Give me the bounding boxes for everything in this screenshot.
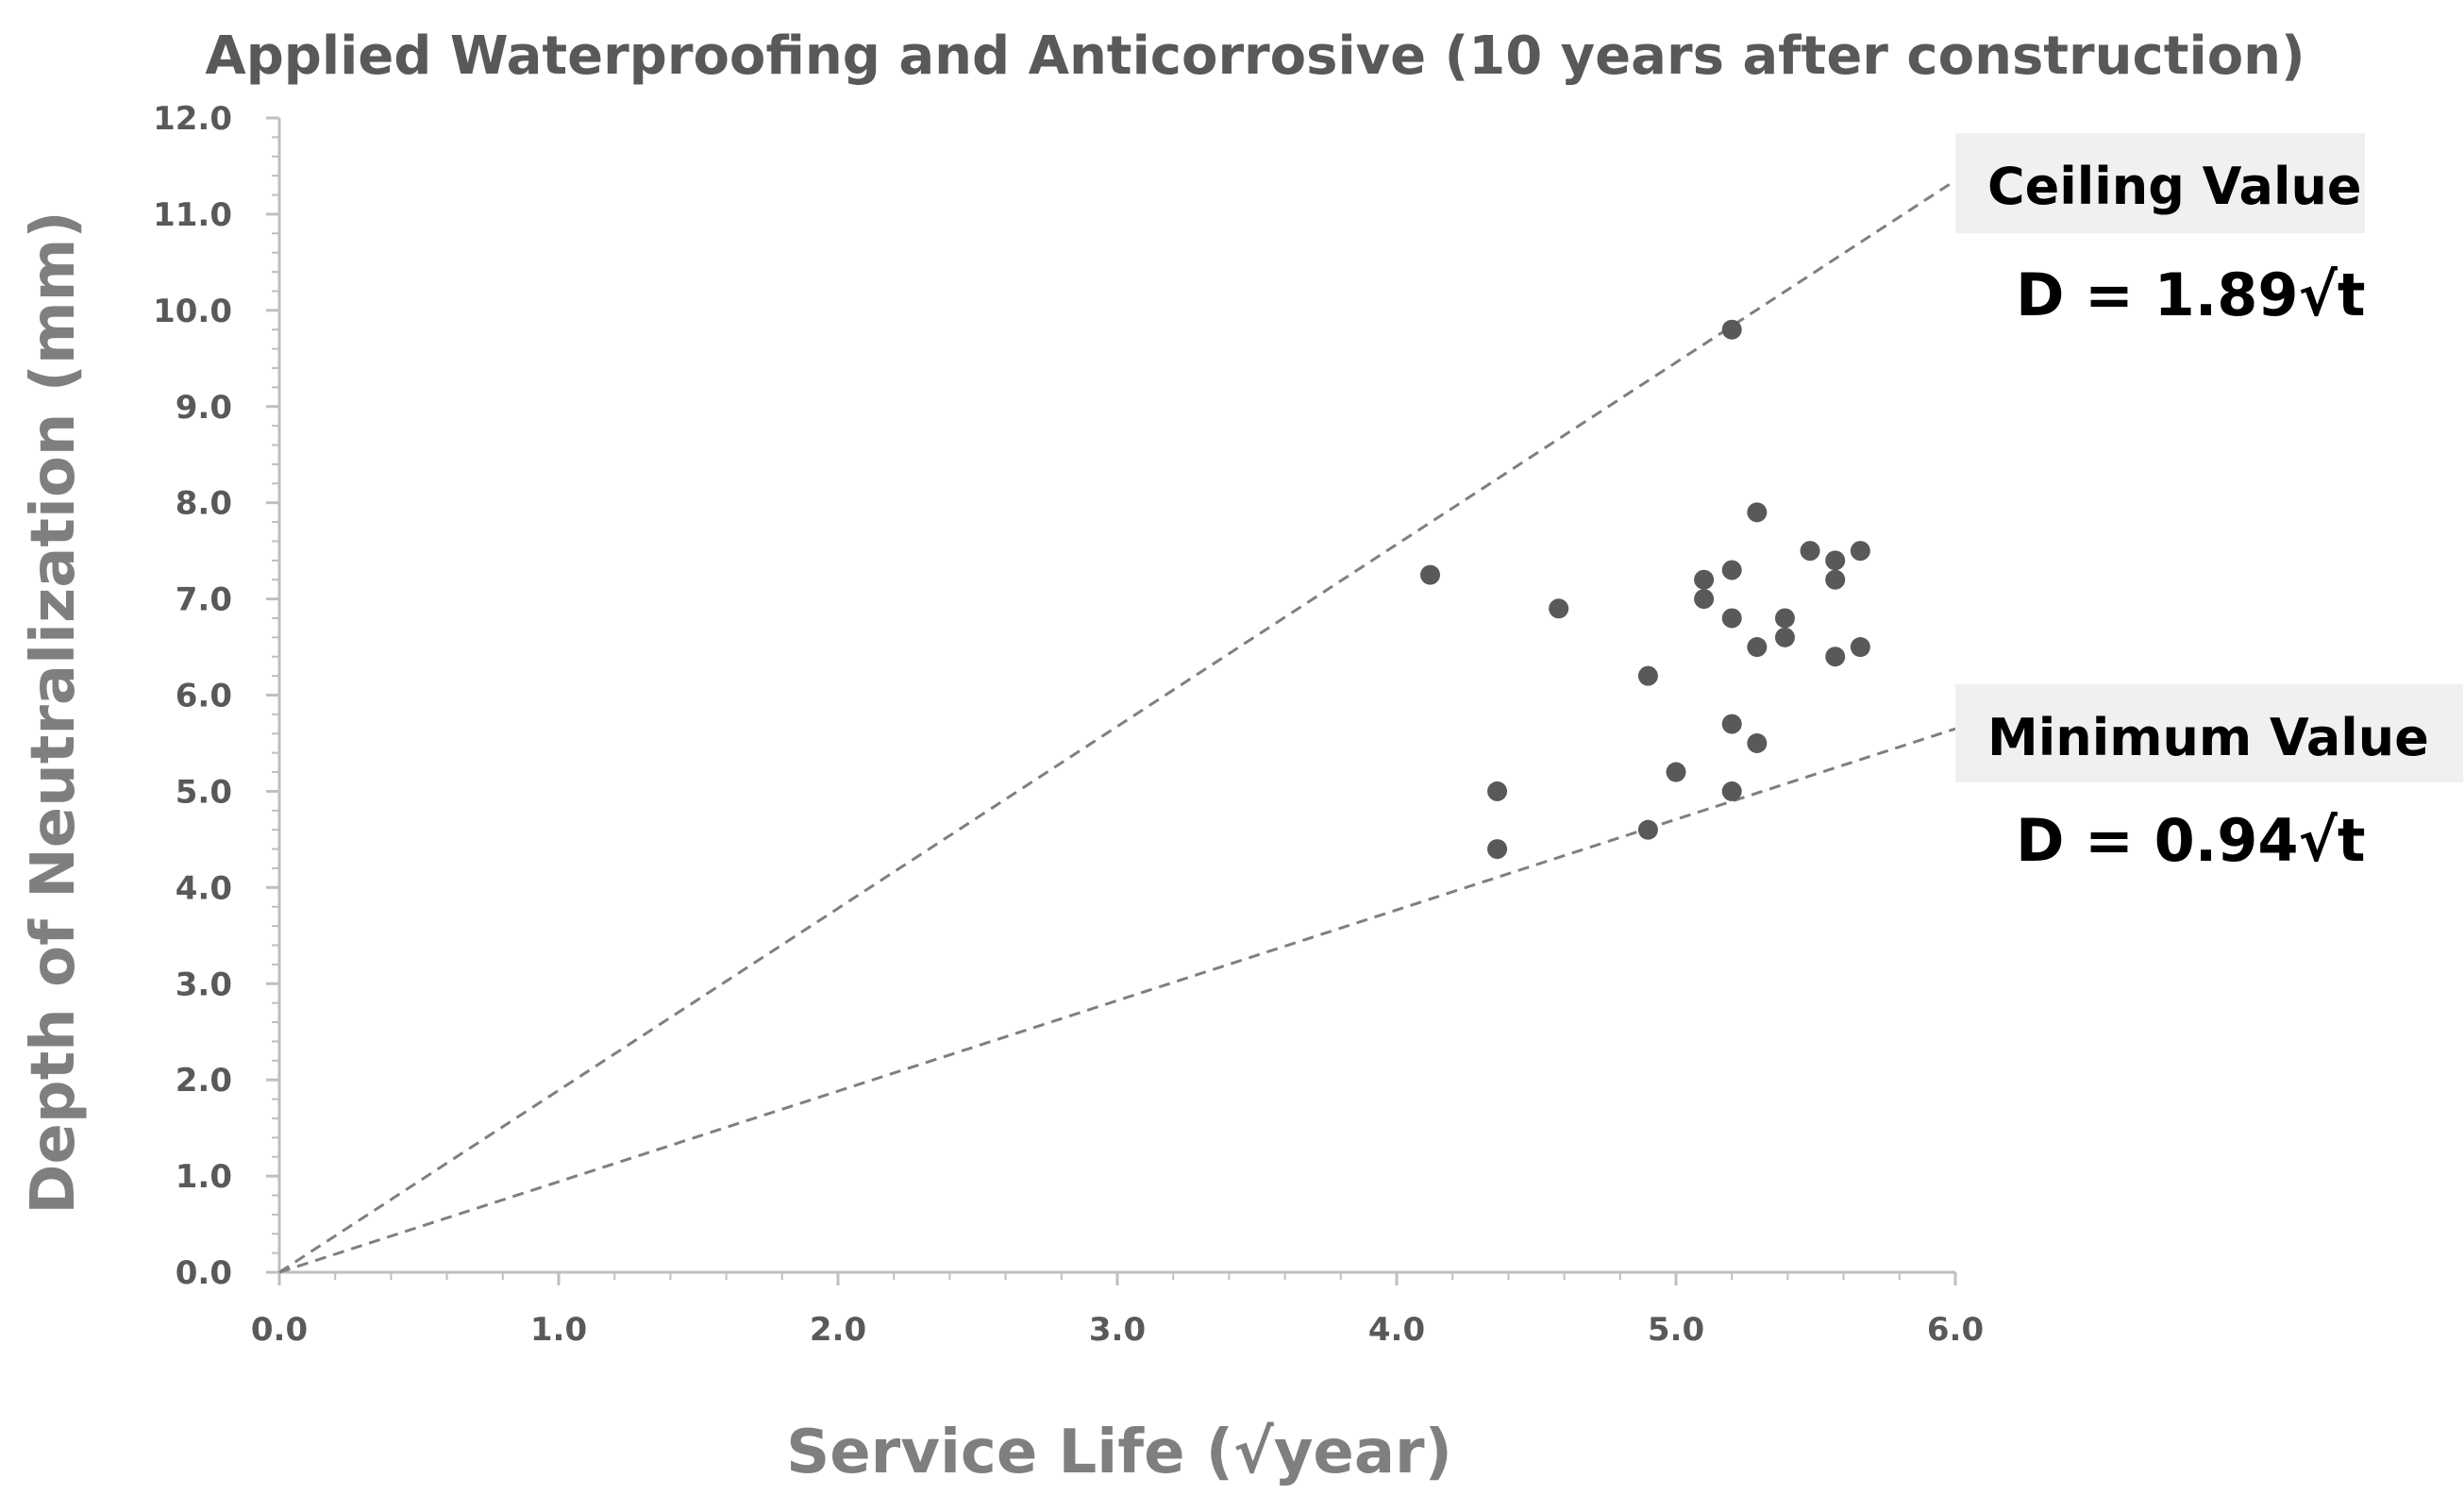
y-tick-label: 0.0 [176,1254,232,1292]
data-point [1721,319,1742,340]
y-tick-label: 11.0 [153,196,232,234]
data-point [1850,637,1870,658]
minimum-line [278,727,1956,1274]
ceiling-equation: D = 1.89√t [2016,260,2366,329]
data-points [1420,319,1870,860]
data-point [1825,569,1846,590]
x-tick-label: 5.0 [1648,1311,1704,1349]
ceiling-line [278,178,1956,1274]
data-point [1800,541,1820,562]
data-point [1637,819,1658,840]
y-tick-label: 6.0 [176,678,232,715]
ceiling-label-box [1955,133,2365,233]
data-point [1694,589,1715,610]
x-axis-title: Service Life (√year) [786,1418,1452,1487]
y-tick-label: 1.0 [176,1158,232,1196]
x-tick-label: 4.0 [1368,1311,1425,1349]
y-tick-label: 7.0 [176,581,232,619]
y-axis-title: Depth of Neutralization (mm) [19,210,89,1214]
data-point [1774,608,1795,629]
data-point [1420,564,1441,585]
data-point [1825,550,1846,571]
ceiling-label: Ceiling Value [1987,157,2362,216]
data-point [1747,502,1768,523]
data-point [1721,781,1742,801]
data-point [1747,637,1768,658]
data-point [1549,598,1569,619]
y-tick-label: 8.0 [176,485,232,523]
data-point [1694,569,1715,590]
minimum-label: Minimum Value [1987,708,2429,767]
y-tick-label: 4.0 [176,869,232,907]
x-tick-label: 1.0 [530,1311,587,1349]
x-tick-label: 2.0 [810,1311,866,1349]
data-point [1637,665,1658,686]
data-point [1487,781,1508,801]
data-point [1850,541,1870,562]
y-axis: 0.0 1.0 2.0 3.0 4.0 5.0 6.0 7.0 8.0 9.0 10.0 11.0 12… [153,100,281,1292]
minimum-equation: D = 0.94√t [2016,806,2366,875]
y-tick-label: 10.0 [153,293,232,330]
data-point [1721,608,1742,629]
y-tick-label: 12.0 [153,100,232,138]
y-tick-label: 2.0 [176,1062,232,1100]
data-point [1721,560,1742,580]
x-tick-label: 3.0 [1089,1311,1146,1349]
y-tick-label: 3.0 [176,966,232,1003]
minimum-label-box [1955,684,2463,782]
x-tick-label: 0.0 [251,1311,308,1349]
reference-lines [278,178,1956,1274]
data-point [1721,714,1742,734]
data-point [1487,839,1508,860]
chart-title: Applied Waterproofing and Anticorrosive … [205,25,2305,87]
data-point [1825,647,1846,667]
y-tick-label: 9.0 [176,389,232,427]
data-point [1666,762,1686,782]
data-point [1747,732,1768,753]
x-axis: 0.0 1.0 2.0 3.0 4.0 5.0 6.0 [251,1270,1984,1349]
x-tick-label: 6.0 [1927,1311,1984,1349]
data-point [1774,627,1795,647]
y-tick-label: 5.0 [176,773,232,811]
